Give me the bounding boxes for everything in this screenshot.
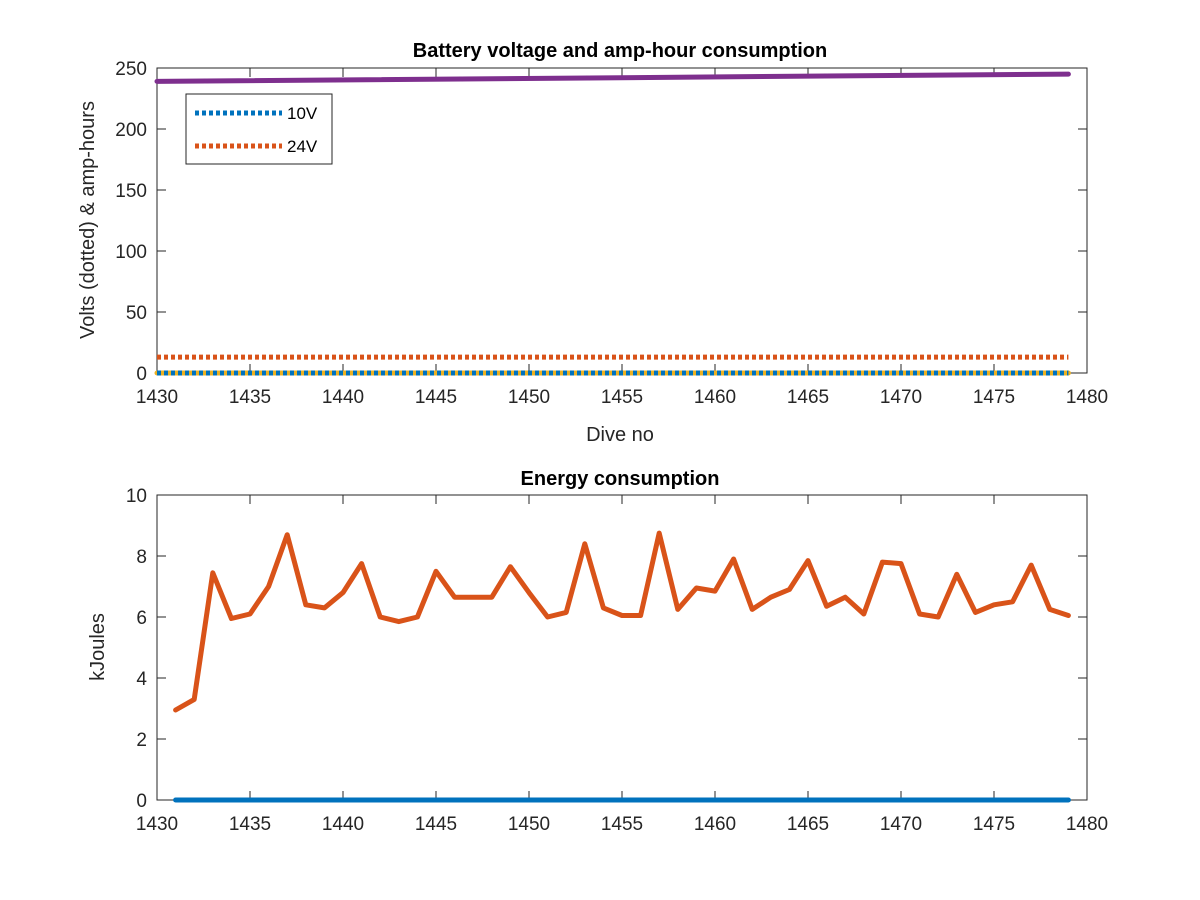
energy-chart: Energy consumption 0 2 4 6 8 10 1430 1435 1440 1… (87, 468, 1108, 835)
x-axis-label: Dive no (586, 424, 654, 446)
y-tick-label: 100 (115, 242, 147, 263)
y-tick-label: 6 (136, 608, 147, 629)
y-tick-label: 10 (126, 486, 147, 507)
x-tick-label: 1450 (508, 814, 550, 835)
x-tick-label: 1475 (973, 814, 1015, 835)
x-tick-label: 1475 (973, 387, 1015, 408)
y-tick-label: 0 (136, 364, 147, 385)
y-axis-label: Volts (dotted) & amp-hours (77, 101, 99, 339)
y-tick-label: 200 (115, 120, 147, 141)
x-tick-label: 1470 (880, 814, 922, 835)
y-tick-label: 150 (115, 181, 147, 202)
x-tick-label: 1435 (229, 814, 271, 835)
x-tick-label: 1445 (415, 814, 457, 835)
x-tick-label: 1445 (415, 387, 457, 408)
legend: 10V 24V (185, 93, 333, 165)
x-tick-label: 1455 (601, 387, 643, 408)
x-tick-label: 1435 (229, 387, 271, 408)
x-tick-label: 1465 (787, 814, 829, 835)
x-tick-label: 1460 (694, 814, 736, 835)
x-tick-label: 1455 (601, 814, 643, 835)
legend-box (185, 93, 333, 165)
y-axis-label: kJoules (87, 613, 109, 681)
series-line-3 (154, 71, 1071, 84)
series-line-0 (173, 530, 1071, 713)
chart-title: Battery voltage and amp-hour consumption (413, 40, 827, 62)
legend-label-24v: 24V (287, 137, 318, 156)
x-tick-label: 1450 (508, 387, 550, 408)
y-tick-label: 0 (136, 791, 147, 812)
x-tick-label: 1480 (1066, 387, 1108, 408)
x-tick-label: 1440 (322, 814, 364, 835)
y-tick-label: 2 (136, 730, 147, 751)
x-tick-label: 1465 (787, 387, 829, 408)
x-tick-label: 1480 (1066, 814, 1108, 835)
y-tick-label: 4 (136, 669, 147, 690)
x-tick-label: 1440 (322, 387, 364, 408)
x-tick-label: 1430 (136, 814, 178, 835)
chart-title: Energy consumption (521, 468, 720, 490)
x-tick-label: 1430 (136, 387, 178, 408)
voltage-chart: Battery voltage and amp-hour consumption… (77, 40, 1108, 446)
y-tick-label: 8 (136, 547, 147, 568)
legend-label-10v: 10V (287, 104, 318, 123)
x-tick-label: 1470 (880, 387, 922, 408)
y-tick-label: 250 (115, 59, 147, 80)
y-tick-label: 50 (126, 303, 147, 324)
x-tick-label: 1460 (694, 387, 736, 408)
